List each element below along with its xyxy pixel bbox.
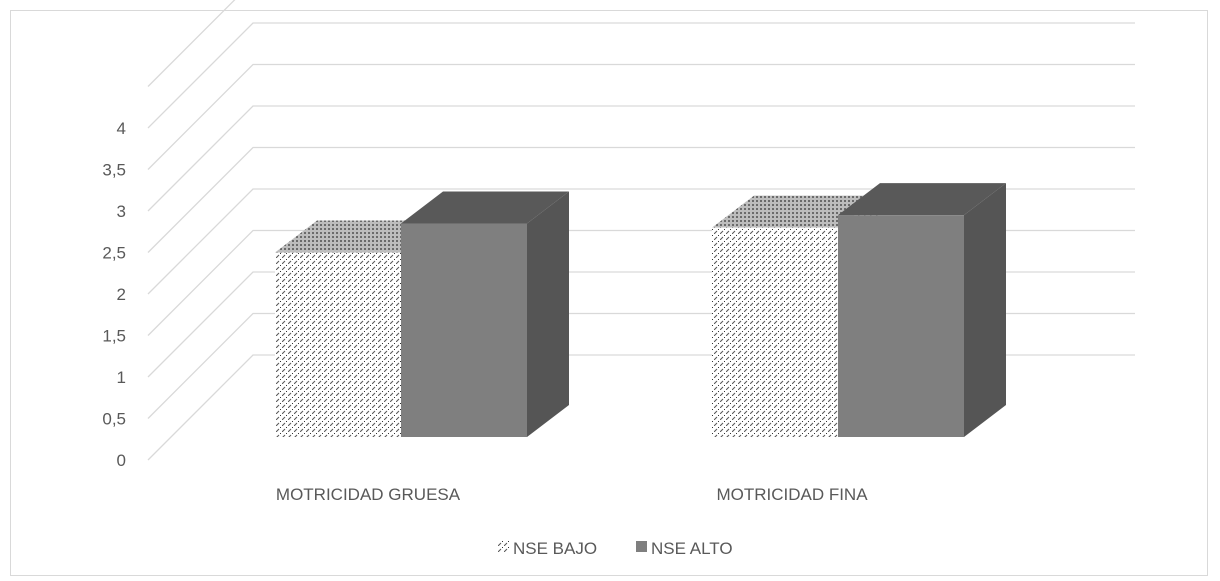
gridline [147, 146, 1135, 253]
chart-frame [10, 10, 1208, 576]
y-tick-label: 1,5 [102, 327, 126, 346]
gridline [147, 0, 236, 87]
y-tick-label: 3,5 [102, 161, 126, 180]
legend-label: NSE ALTO [651, 539, 733, 558]
legend: NSE BAJO NSE ALTO [498, 539, 733, 558]
y-axis-ticks: 0 0,5 1 1,5 2 2,5 3 3,5 4 [102, 119, 126, 470]
y-tick-label: 0 [117, 451, 126, 470]
category-label: MOTRICIDAD GRUESA [276, 485, 461, 504]
bar [838, 183, 1006, 437]
y-tick-label: 2,5 [102, 244, 126, 263]
y-tick-label: 4 [117, 119, 126, 138]
y-tick-label: 1 [117, 368, 126, 387]
bars [275, 183, 1006, 437]
gridline [147, 105, 1135, 212]
gridline [147, 22, 1135, 129]
y-tick-label: 2 [117, 285, 126, 304]
legend-item: NSE BAJO [498, 539, 597, 558]
legend-swatch [636, 541, 647, 552]
gridline [147, 188, 1135, 295]
gridline [147, 63, 1135, 170]
y-tick-label: 3 [117, 202, 126, 221]
y-tick-label: 0,5 [102, 410, 126, 429]
legend-swatch [498, 541, 509, 552]
category-labels: MOTRICIDAD GRUESA MOTRICIDAD FINA [276, 485, 868, 504]
bar [401, 191, 569, 437]
legend-label: NSE BAJO [513, 539, 597, 558]
category-label: MOTRICIDAD FINA [716, 485, 868, 504]
legend-item: NSE ALTO [636, 539, 733, 558]
